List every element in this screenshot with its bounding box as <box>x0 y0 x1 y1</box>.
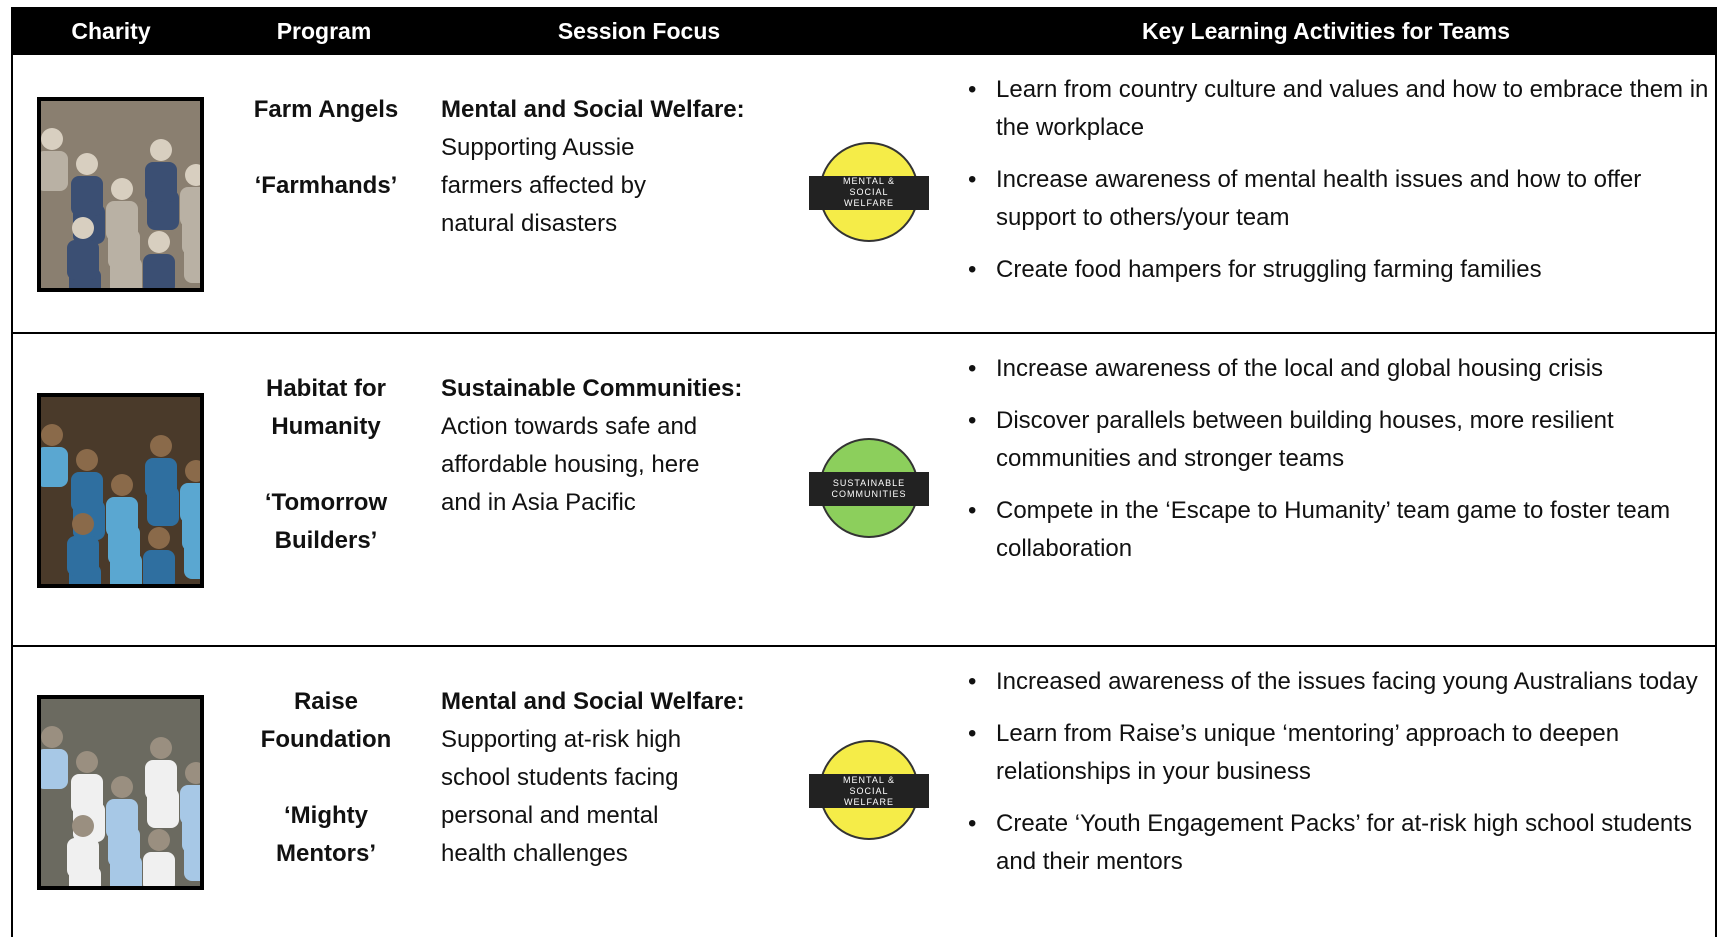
charity-photo <box>37 695 204 890</box>
focus-text: Supporting Aussie farmers affected by na… <box>441 134 646 237</box>
focus-text: Supporting at-risk high school students … <box>441 726 682 867</box>
focus-title: Mental and Social Welfare: <box>441 688 745 715</box>
activity-item: Increased awareness of the issues facing… <box>968 663 1716 701</box>
program-cell: Farm Angels ‘Farmhands’ <box>241 91 411 205</box>
program-cell: Habitat for Humanity ‘Tomorrow Builders’ <box>241 370 411 560</box>
header-cell: Program <box>276 18 372 44</box>
activity-item: Increase awareness of mental health issu… <box>968 161 1716 237</box>
activity-list: Increased awareness of the issues facing… <box>968 663 1716 895</box>
activity-item: Learn from country culture and values an… <box>968 71 1716 147</box>
charity-photo <box>37 392 204 588</box>
header-cell: Charity <box>71 18 151 44</box>
activity-item: Discover parallels between building hous… <box>968 402 1716 478</box>
activity-list: Increase awareness of the local and glob… <box>968 350 1716 582</box>
badge: MENTAL & SOCIAL WELFARE <box>809 730 933 854</box>
focus-text: Action towards safe and affordable housi… <box>441 413 700 516</box>
badge-label: SUSTAINABLE COMMUNITIES <box>809 471 929 506</box>
program-name: Raise Foundation <box>260 688 392 753</box>
charity-photo <box>37 96 204 292</box>
table: Charity Program Session Focus Key Learni… <box>11 7 1717 938</box>
focus-cell: Mental and Social Welfare: Supporting at-… <box>441 683 801 873</box>
activity-item: Create ‘Youth Engagement Packs’ for at-r… <box>968 805 1716 881</box>
activity-item: Create food hampers for struggling farmi… <box>968 251 1716 289</box>
activity-item: Increase awareness of the local and glob… <box>968 350 1716 388</box>
header-row: Charity Program Session Focus Key Learni… <box>11 7 1717 55</box>
badge: MENTAL & SOCIAL WELFARE <box>809 132 933 256</box>
focus-cell: Sustainable Communities: Action towards s… <box>441 370 801 522</box>
badge: SUSTAINABLE COMMUNITIES <box>809 428 933 552</box>
program-nickname: ‘Farmhands’ <box>254 172 398 199</box>
activity-item: Compete in the ‘Escape to Humanity’ team… <box>968 492 1716 568</box>
table-row: Farm Angels ‘Farmhands’ Mental and Social … <box>11 55 1717 334</box>
table-row: Habitat for Humanity ‘Tomorrow Builders’ S… <box>11 334 1717 647</box>
table-row: Raise Foundation ‘Mighty Mentors’ Mental a… <box>11 647 1717 937</box>
program-nickname: ‘Tomorrow Builders’ <box>264 489 388 554</box>
program-name: Farm Angels <box>253 96 399 123</box>
focus-title: Mental and Social Welfare: <box>441 96 745 123</box>
activity-list: Learn from country culture and values an… <box>968 71 1716 303</box>
activity-item: Learn from Raise’s unique ‘mentoring’ ap… <box>968 715 1716 791</box>
program-name: Habitat for Humanity <box>266 375 386 440</box>
header-cell: Key Learning Activities for Teams <box>1141 18 1511 44</box>
badge-label: MENTAL & SOCIAL WELFARE <box>809 774 929 808</box>
program-cell: Raise Foundation ‘Mighty Mentors’ <box>241 683 411 873</box>
program-nickname: ‘Mighty Mentors’ <box>275 802 376 867</box>
badge-label: MENTAL & SOCIAL WELFARE <box>809 175 929 210</box>
focus-title: Sustainable Communities: <box>441 375 743 402</box>
focus-cell: Mental and Social Welfare: Supporting Aus… <box>441 91 801 243</box>
header-cell: Session Focus <box>557 18 721 44</box>
